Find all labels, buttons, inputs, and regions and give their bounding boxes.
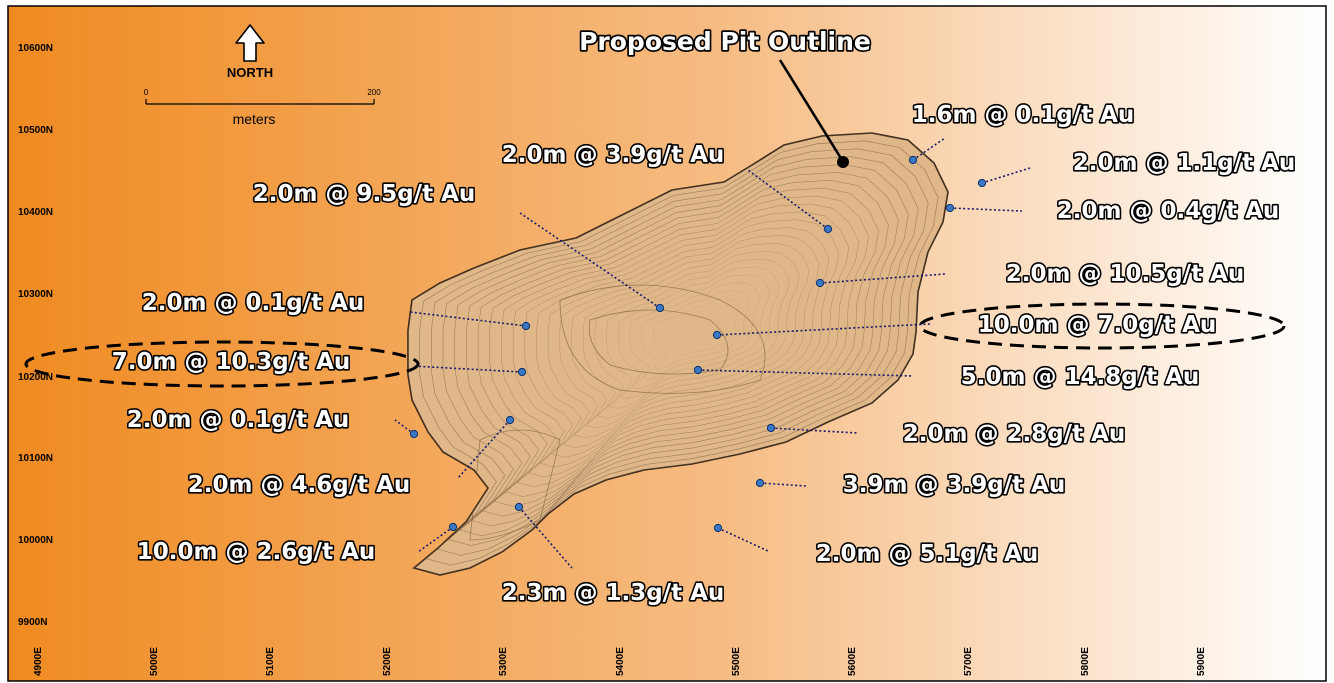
easting-label: 5800E: [1080, 647, 1091, 676]
north-label: NORTH: [227, 65, 273, 80]
easting-label: 5400E: [615, 647, 626, 676]
intercept-label: 10.0m @ 2.6g/t Au: [137, 539, 376, 565]
drill-hole-marker: [977, 178, 987, 188]
leader-line: [417, 526, 454, 553]
leader-line: [717, 527, 769, 552]
easting-label: 5700E: [963, 647, 974, 676]
scale-bar: 0 200 meters: [144, 88, 381, 127]
intercept-label: 5.0m @ 14.8g/t Au: [961, 364, 1200, 390]
pit-outline: [407, 132, 949, 576]
drill-hole-marker: [712, 330, 722, 340]
leader-lines: [394, 137, 1031, 569]
easting-label: 5900E: [1196, 647, 1207, 676]
drill-hole-marker: [766, 423, 776, 433]
leader-line: [518, 506, 573, 569]
intercept-label: 2.0m @ 4.6g/t Au: [188, 472, 411, 498]
scale-bar-start: 0: [144, 88, 149, 97]
leader-line: [747, 169, 829, 230]
intercept-label: 2.0m @ 0.1g/t Au: [142, 290, 365, 316]
easting-labels: 4900E 5000E 5100E 5200E 5300E 5400E 5500…: [33, 647, 1207, 676]
drill-hole-marker: [448, 522, 458, 532]
title-pointer: [778, 59, 849, 168]
easting-label: 5300E: [498, 647, 509, 676]
scale-bar-end: 200: [367, 88, 381, 97]
drill-hole-marker: [514, 502, 524, 512]
intercept-label: 2.0m @ 5.1g/t Au: [816, 541, 1039, 567]
intercept-label: 2.0m @ 9.5g/t Au: [253, 181, 476, 207]
intercept-label: 2.0m @ 0.1g/t Au: [127, 407, 350, 433]
drill-hole-marker: [823, 224, 833, 234]
leader-line: [912, 137, 946, 161]
highlight-ellipses: [24, 302, 1286, 388]
northing-label: 10600N: [18, 43, 53, 54]
drill-hole-marker: [655, 303, 665, 313]
intercept-label: 2.0m @ 1.1g/t Au: [1073, 150, 1296, 176]
northing-label: 9900N: [18, 617, 47, 628]
northing-label: 10500N: [18, 125, 53, 136]
drill-holes: [409, 155, 987, 533]
scale-bar-unit: meters: [233, 111, 276, 127]
title-pointer-dot: [837, 156, 849, 168]
intercept-label: 2.3m @ 1.3g/t Au: [502, 580, 725, 606]
drill-hole-marker: [755, 478, 765, 488]
drill-hole-marker: [693, 365, 703, 375]
drill-hole-marker: [505, 415, 515, 425]
leader-line: [409, 311, 527, 327]
intercept-label: 3.9m @ 3.9g/t Au: [843, 472, 1066, 498]
northing-label: 10000N: [18, 535, 53, 546]
intercept-label: 7.0m @ 10.3g/t Au: [112, 349, 351, 375]
easting-label: 5200E: [382, 647, 393, 676]
easting-label: 5100E: [265, 647, 276, 676]
drill-hole-marker: [713, 523, 723, 533]
intercept-label: 2.0m @ 0.4g/t Au: [1057, 198, 1280, 224]
northing-label: 10300N: [18, 289, 53, 300]
intercept-label: 2.0m @ 2.8g/t Au: [903, 421, 1126, 447]
intercept-label: 2.0m @ 3.9g/t Au: [502, 142, 725, 168]
intercept-label: 1.6m @ 0.1g/t Au: [912, 102, 1135, 128]
leader-line: [411, 365, 523, 373]
north-arrow-icon: [235, 24, 265, 62]
leader-line: [770, 427, 859, 434]
easting-label: 5000E: [149, 647, 160, 676]
leader-line: [697, 369, 913, 377]
leader-line: [716, 323, 931, 336]
leader-line: [519, 212, 661, 309]
intercept-labels: 1.6m @ 0.1g/t Au 2.0m @ 3.9g/t Au 2.0m @…: [110, 100, 1297, 607]
drill-hole-marker: [815, 278, 825, 288]
highlight-ellipse: [918, 302, 1286, 350]
easting-label: 5600E: [847, 647, 858, 676]
northing-label: 10200N: [18, 372, 53, 383]
easting-label: 5500E: [731, 647, 742, 676]
easting-label: 4900E: [33, 647, 44, 676]
drill-hole-marker: [945, 203, 955, 213]
drill-hole-marker: [908, 155, 918, 165]
highlight-ellipse: [24, 340, 420, 388]
intercept-label: 2.0m @ 10.5g/t Au: [1006, 261, 1245, 287]
north-arrow: NORTH: [227, 24, 273, 80]
northing-label: 10400N: [18, 207, 53, 218]
drill-hole-marker: [517, 367, 527, 377]
leader-line: [949, 207, 1023, 212]
drill-hole-marker: [409, 429, 419, 439]
intercept-label: 10.0m @ 7.0g/t Au: [978, 312, 1217, 338]
leader-line: [819, 273, 946, 284]
northing-labels: 10600N 10500N 10400N 10300N 10200N 10100…: [18, 43, 53, 628]
leader-line: [759, 482, 807, 487]
northing-label: 10100N: [18, 453, 53, 464]
map-title: Proposed Pit Outline: [579, 27, 871, 56]
drill-hole-marker: [521, 321, 531, 331]
